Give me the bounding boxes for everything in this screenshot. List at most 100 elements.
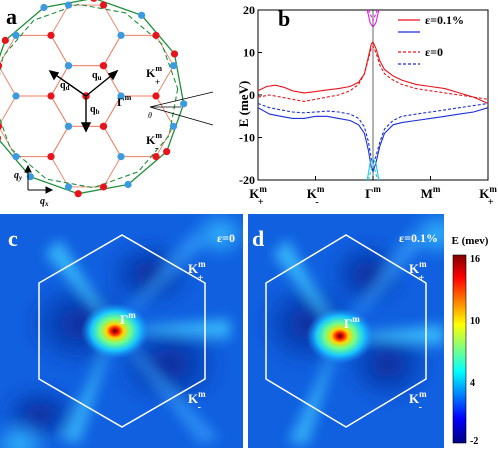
y-tick-label-4: 20 bbox=[243, 3, 255, 17]
red-lattice-point bbox=[152, 31, 160, 39]
kplus-label: Km + bbox=[146, 64, 162, 87]
panel-d-gamma: Γm bbox=[344, 314, 360, 331]
lattice-points bbox=[0, 0, 188, 198]
red-lattice-point bbox=[0, 123, 3, 130]
heatmap-d-brillouin-zone bbox=[265, 234, 427, 428]
outer-lattice-point bbox=[180, 100, 188, 108]
chart-lines bbox=[257, 9, 489, 181]
qd-label: qd bbox=[60, 80, 70, 92]
outer-lattice-point bbox=[40, 3, 48, 12]
series-line-2 bbox=[257, 45, 489, 102]
outer-lattice-point bbox=[124, 180, 132, 189]
panel-d-kminus: Km - bbox=[409, 389, 427, 413]
panel-b-band-chart: b -20 -10 0 10 20 Km+ Km- Γm Mm Km+ ε=0.1% ε=0 E (… bbox=[236, 0, 498, 212]
blue-lattice-point bbox=[117, 92, 125, 100]
heatmap-d-field bbox=[258, 214, 444, 446]
x-tick-label-0: Km + bbox=[249, 184, 267, 208]
blue-lattice-point bbox=[117, 153, 125, 161]
series-line-3 bbox=[257, 102, 489, 165]
red-lattice-point bbox=[47, 153, 55, 161]
qu-arrowhead bbox=[107, 69, 119, 81]
red-lattice-point bbox=[152, 92, 160, 100]
heatmap-d-hotspot bbox=[306, 308, 374, 364]
x-tick-label-1: Km - bbox=[307, 184, 325, 208]
outer-lattice-point bbox=[0, 135, 2, 141]
red-lattice-point bbox=[99, 62, 108, 70]
red-lattice-point bbox=[99, 1, 108, 9]
chart-ylabel: E (meV) bbox=[238, 81, 251, 128]
y-tick-label-1: -10 bbox=[239, 131, 255, 145]
qy-label: qy bbox=[14, 170, 23, 182]
qb-label: qb bbox=[90, 104, 100, 116]
colorbar-tick-1: 10 bbox=[470, 316, 480, 327]
panel-d-strain: ε=0.1% bbox=[399, 231, 438, 245]
qu-label: qu bbox=[92, 70, 102, 82]
colorbar bbox=[452, 254, 467, 444]
heatmap-c-hotspot bbox=[81, 303, 149, 359]
chart-ticks: -20 -10 0 10 20 Km + Km - Γm Mm Km + bbox=[239, 3, 497, 208]
x-tick-label-2: Γm bbox=[365, 184, 381, 201]
colorbar-tick-3: -2 bbox=[470, 436, 478, 447]
hexagon-cell bbox=[102, 34, 175, 97]
q-vectors bbox=[48, 69, 119, 133]
y-tick-label-3: 10 bbox=[243, 46, 255, 60]
outer-lattice-point bbox=[163, 148, 171, 156]
qb-arrowhead bbox=[80, 122, 92, 133]
blue-lattice-point bbox=[64, 183, 73, 191]
lattice-svg: a qd qu qb θ Γm Km + Km - qy qx bbox=[0, 0, 214, 208]
panel-d-kplus: Km + bbox=[409, 259, 427, 284]
x-tick-label-3: Mm bbox=[421, 184, 441, 201]
heatmap-c-svg: c ε=0 Γm Km + Km - bbox=[0, 214, 243, 448]
blue-lattice-point bbox=[12, 153, 20, 161]
legend-label-1: ε=0 bbox=[425, 45, 443, 59]
hexagon-cell bbox=[50, 125, 122, 188]
panel-c-strain: ε=0 bbox=[217, 231, 235, 245]
outer-lattice-point bbox=[74, 190, 82, 198]
red-lattice-point bbox=[47, 31, 55, 39]
y-tick-label-0: -20 bbox=[239, 173, 255, 187]
series-line-4 bbox=[366, 9, 380, 28]
colorbar-tick-2: 4 bbox=[470, 378, 475, 389]
blue-lattice-point bbox=[64, 1, 73, 9]
blue-lattice-point bbox=[64, 62, 73, 70]
x-tick-label-4: Km + bbox=[479, 184, 497, 208]
legend-label-0: ε=0.1% bbox=[425, 13, 464, 27]
panel-a-lattice-diagram: a qd qu qb θ Γm Km + Km - qy qx bbox=[0, 0, 238, 212]
blue-lattice-point bbox=[117, 31, 125, 39]
outer-lattice-point bbox=[90, 0, 98, 2]
hexagon-cell bbox=[102, 95, 175, 158]
red-lattice-point bbox=[99, 122, 108, 130]
colorbar-title: E (mev) bbox=[452, 235, 489, 247]
qd-arrowhead bbox=[48, 69, 60, 81]
outer-lattice-point bbox=[1, 36, 9, 44]
axes-indicator bbox=[24, 164, 54, 194]
blue-lattice-point bbox=[12, 92, 20, 100]
panel-b-letter: b bbox=[278, 6, 290, 31]
outer-lattice-point bbox=[170, 50, 179, 58]
blue-lattice-point bbox=[169, 122, 178, 130]
heatmap-c-brillouin-zone bbox=[38, 234, 206, 428]
chart-axes bbox=[257, 9, 489, 181]
panel-a-letter: a bbox=[6, 4, 17, 29]
theta-label: θ bbox=[148, 111, 152, 120]
panel-c-letter: c bbox=[8, 226, 18, 251]
series-line-1 bbox=[257, 107, 489, 174]
band-chart-svg: b -20 -10 0 10 20 Km+ Km- Γm Mm Km+ ε=0.1% ε=0 E (… bbox=[236, 3, 497, 208]
kminus-label: Km - bbox=[146, 131, 162, 153]
panel-d-letter: d bbox=[252, 226, 264, 251]
red-lattice-point bbox=[47, 92, 55, 100]
colorbar-tick-0: 16 bbox=[470, 254, 480, 265]
blue-lattice-point bbox=[169, 62, 178, 70]
blue-lattice-point bbox=[12, 31, 20, 39]
qx-label: qx bbox=[40, 196, 49, 208]
panel-c-heatmap: c ε=0 Γm Km + Km - bbox=[0, 214, 248, 448]
chart-legend: ε=0.1% ε=0 bbox=[398, 13, 464, 65]
panel-c-kminus: Km - bbox=[188, 389, 206, 413]
hexagon-cell bbox=[50, 4, 122, 67]
blue-lattice-point bbox=[64, 122, 73, 130]
unstrained-boundary bbox=[0, 3, 179, 189]
series-line-5 bbox=[367, 9, 379, 23]
series-line-0 bbox=[257, 40, 489, 105]
outer-lattice-point bbox=[138, 11, 146, 19]
panel-d-heatmap: d ε=0.1% Γm Km + Km - E (mev) 16 10 4 -2 bbox=[248, 214, 498, 448]
